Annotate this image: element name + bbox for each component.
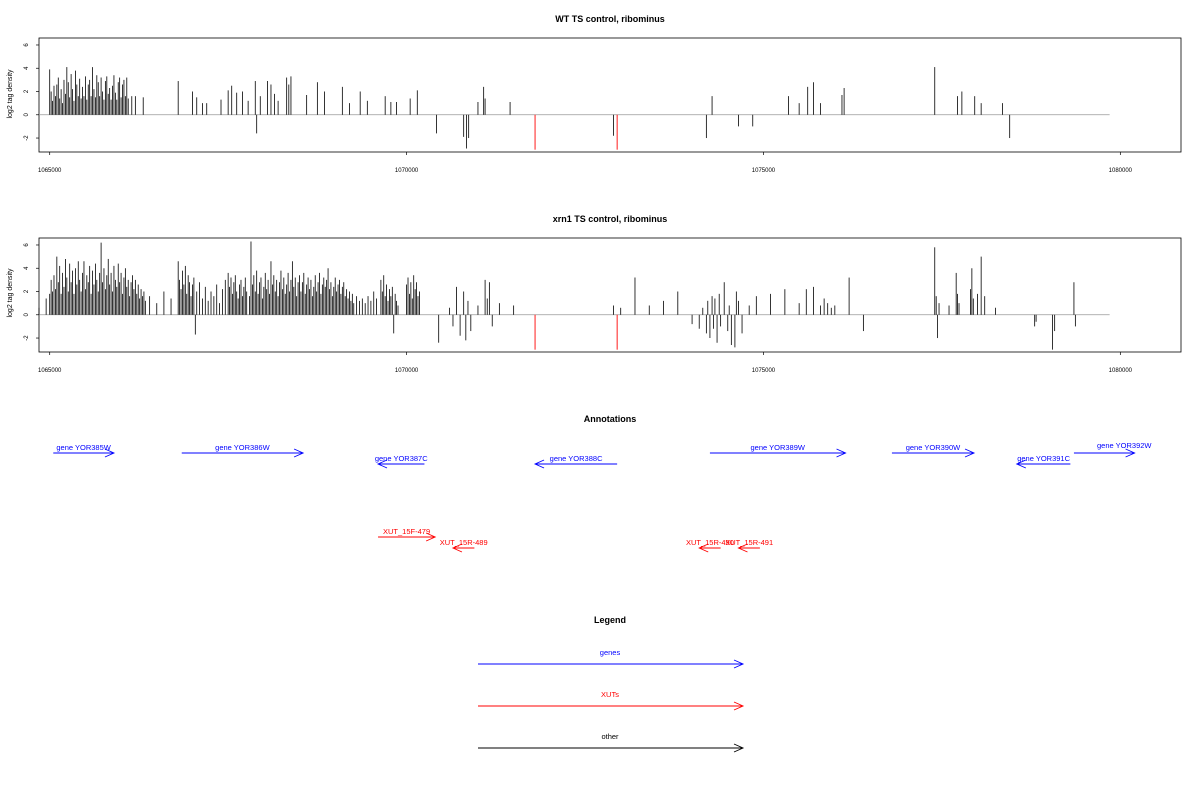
wt-x-axis: 1065000 1070000 1075000 1080000 bbox=[38, 152, 1133, 174]
gene-arrow-head bbox=[836, 448, 847, 458]
xrn1-panel-title: xrn1 TS control, ribominus bbox=[553, 214, 668, 224]
xrn1-y-axis: -2 0 2 4 6 bbox=[24, 243, 39, 341]
xut-annotation: XUT_15R-489 bbox=[440, 538, 488, 553]
gene-annotation: gene YOR392W bbox=[1073, 441, 1152, 458]
xrn1-ytick-label: 4 bbox=[24, 266, 30, 270]
xrn1-ytick-label: -2 bbox=[24, 335, 30, 341]
wt-y-axis: -2 0 2 4 6 bbox=[24, 43, 39, 141]
xut-label: XUT_15R-489 bbox=[440, 538, 488, 547]
legend-entry-genes: genes bbox=[478, 648, 745, 669]
xut-arrow-head bbox=[425, 532, 437, 542]
gene-label: gene YOR387C bbox=[375, 454, 428, 463]
wt-plot-frame bbox=[38, 37, 1182, 153]
xrn1-density-panel: xrn1 TS control, ribominus log2 tag dens… bbox=[7, 214, 1182, 374]
gene-arrow-head bbox=[376, 459, 388, 469]
legend-arrow-head bbox=[733, 659, 745, 669]
gene-annotation: gene YOR390W bbox=[891, 443, 976, 458]
wt-xtick-label: 1075000 bbox=[752, 168, 776, 174]
annotations-title: Annotations bbox=[584, 414, 637, 424]
xut-annotation: XUT_15F-479 bbox=[378, 527, 437, 542]
xrn1-ytick-label: 2 bbox=[24, 289, 30, 293]
gene-arrow-head bbox=[1015, 459, 1027, 469]
xut-annotation: XUT_15R-490 bbox=[686, 538, 734, 553]
xut-label: XUT_15R-491 bbox=[725, 538, 773, 547]
gene-label: gene YOR390W bbox=[906, 443, 961, 452]
legend-entry-xuts: XUTs bbox=[478, 690, 745, 711]
gene-label: gene YOR389W bbox=[750, 443, 805, 452]
xrn1-x-axis: 1065000 1070000 1075000 1080000 bbox=[38, 352, 1133, 374]
legend-entries: genes XUTs other bbox=[478, 648, 745, 753]
xut-annotation: XUT_15R-491 bbox=[725, 538, 773, 553]
legend-arrow-head bbox=[733, 701, 745, 711]
gene-label: gene YOR391C bbox=[1017, 454, 1070, 463]
xut-label: XUT_15F-479 bbox=[383, 527, 430, 536]
wt-ytick-label: 6 bbox=[24, 43, 30, 47]
legend-entry-label: XUTs bbox=[601, 690, 619, 699]
gene-arrow-head bbox=[964, 448, 976, 458]
xrn1-plot-frame bbox=[38, 237, 1182, 353]
wt-ytick-label: -2 bbox=[24, 135, 30, 141]
gene-annotation: gene YOR385W bbox=[53, 443, 116, 458]
xut-arrow-head bbox=[698, 543, 709, 553]
xrn1-xtick-label: 1075000 bbox=[752, 368, 776, 374]
annotations-panel: Annotations gene YOR385W gene YOR386Wgene… bbox=[53, 414, 1152, 553]
xrn1-xtick-label: 1080000 bbox=[1109, 368, 1133, 374]
gene-label: gene YOR386W bbox=[215, 443, 270, 452]
legend-arrow-head bbox=[733, 743, 745, 753]
xrn1-xtick-label: 1065000 bbox=[38, 368, 62, 374]
wt-xtick-label: 1065000 bbox=[38, 168, 62, 174]
xrn1-bars bbox=[38, 241, 1110, 350]
gene-annotation: gene YOR388C bbox=[533, 454, 618, 469]
gene-arrow-head bbox=[104, 448, 116, 458]
xut-arrow-head bbox=[737, 543, 748, 553]
legend-title: Legend bbox=[594, 615, 626, 625]
gene-annotation: gene YOR391C bbox=[1015, 454, 1071, 469]
wt-bars bbox=[39, 67, 1110, 150]
xrn1-panel-ylabel: log2 tag density bbox=[7, 268, 14, 318]
wt-xtick-label: 1080000 bbox=[1109, 168, 1133, 174]
xut-arrow-head bbox=[451, 543, 463, 553]
gene-label: gene YOR385W bbox=[56, 443, 111, 452]
gene-label: gene YOR392W bbox=[1097, 441, 1152, 450]
legend-panel: Legend genes XUTs other bbox=[478, 615, 745, 753]
xrn1-xtick-label: 1070000 bbox=[395, 368, 419, 374]
wt-ytick-label: 4 bbox=[24, 66, 30, 70]
gene-annotation: gene YOR387C bbox=[375, 454, 428, 469]
gene-arrow-head bbox=[533, 459, 545, 469]
wt-panel-title: WT TS control, ribominus bbox=[555, 14, 665, 24]
annotation-features: gene YOR385W gene YOR386W gene YOR387C gene… bbox=[53, 441, 1152, 553]
legend-entry-other: other bbox=[478, 732, 745, 753]
xrn1-ytick-label: 6 bbox=[24, 243, 30, 247]
legend-entry-label: other bbox=[601, 732, 619, 741]
xrn1-ytick-label: 0 bbox=[24, 312, 30, 316]
wt-panel-ylabel: log2 tag density bbox=[7, 69, 14, 119]
gene-arrow-head bbox=[293, 448, 305, 458]
wt-ytick-label: 0 bbox=[24, 112, 30, 116]
wt-ytick-label: 2 bbox=[24, 89, 30, 93]
xut-label: XUT_15R-490 bbox=[686, 538, 734, 547]
gene-arrow-head bbox=[1125, 448, 1136, 458]
gene-label: gene YOR388C bbox=[550, 454, 603, 463]
wt-density-panel: WT TS control, ribominus log2 tag densit… bbox=[7, 14, 1182, 174]
gene-annotation: gene YOR389W bbox=[709, 443, 847, 458]
gene-annotation: gene YOR386W bbox=[181, 443, 305, 458]
legend-entry-label: genes bbox=[600, 648, 621, 657]
wt-xtick-label: 1070000 bbox=[395, 168, 419, 174]
